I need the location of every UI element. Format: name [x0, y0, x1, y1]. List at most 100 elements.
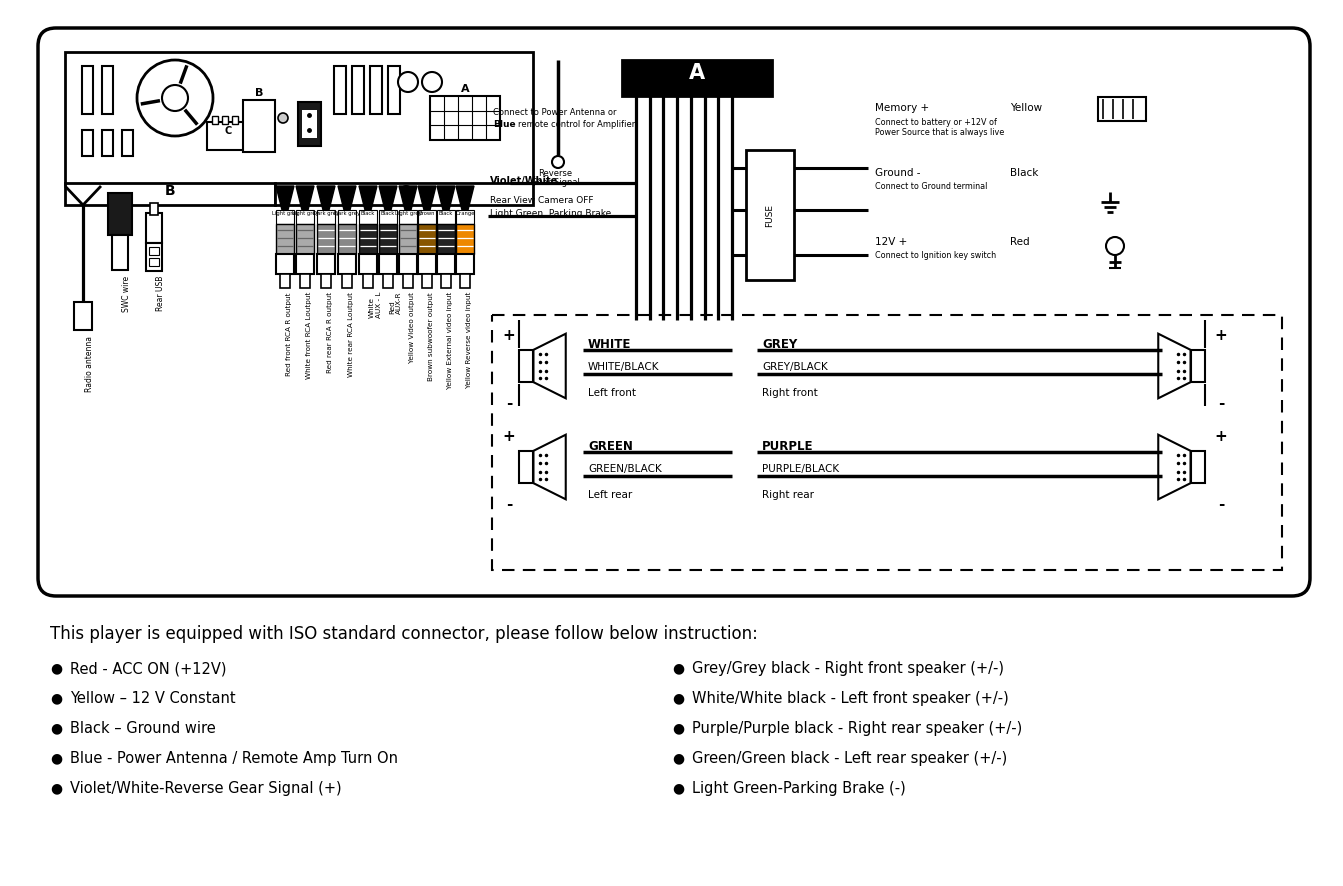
Bar: [149, 258, 158, 266]
Bar: [388, 66, 400, 114]
Text: +: +: [502, 328, 516, 343]
Bar: [436, 210, 455, 224]
Bar: [64, 183, 275, 205]
Text: C: C: [224, 126, 231, 136]
Text: Yellow – 12 V Constant: Yellow – 12 V Constant: [70, 691, 235, 706]
Polygon shape: [295, 186, 314, 210]
Bar: [146, 243, 163, 271]
Text: GREY/BLACK: GREY/BLACK: [761, 362, 827, 372]
Text: Black: Black: [361, 211, 375, 216]
Bar: [441, 274, 451, 288]
Bar: [359, 224, 377, 254]
Text: ●: ●: [672, 691, 684, 705]
Bar: [399, 254, 416, 274]
Bar: [275, 183, 533, 205]
Text: ●: ●: [672, 661, 684, 675]
Bar: [64, 52, 533, 184]
Text: This player is equipped with ISO standard connector, please follow below instruc: This player is equipped with ISO standar…: [50, 625, 757, 643]
Text: -: -: [506, 497, 512, 512]
Text: Brown subwoofer output: Brown subwoofer output: [428, 292, 434, 381]
Text: Dark grey: Dark grey: [334, 211, 360, 216]
Text: Brown: Brown: [419, 211, 435, 216]
Text: Right rear: Right rear: [761, 490, 814, 500]
Text: FUSE: FUSE: [766, 204, 775, 227]
Text: Gear Signal: Gear Signal: [530, 178, 579, 187]
Bar: [1099, 97, 1146, 121]
Bar: [359, 254, 377, 274]
Text: Yellow Reverse video input: Yellow Reverse video input: [466, 292, 471, 388]
Text: Black – Ground wire: Black – Ground wire: [70, 721, 216, 736]
Bar: [111, 235, 128, 270]
Text: Red
AUX-R: Red AUX-R: [389, 292, 402, 315]
Bar: [363, 274, 373, 288]
Bar: [317, 224, 334, 254]
Text: Violet/White: Violet/White: [490, 176, 559, 186]
Bar: [352, 66, 364, 114]
Text: ●: ●: [672, 721, 684, 735]
FancyBboxPatch shape: [38, 28, 1309, 596]
Text: PURPLE/BLACK: PURPLE/BLACK: [761, 464, 839, 474]
Bar: [422, 274, 432, 288]
Circle shape: [1107, 237, 1124, 255]
Bar: [338, 254, 356, 274]
Text: B: B: [165, 184, 176, 198]
Text: Green/Green black - Left rear speaker (+/-): Green/Green black - Left rear speaker (+…: [692, 751, 1007, 766]
Text: GREEN: GREEN: [588, 440, 633, 453]
Bar: [295, 210, 314, 224]
Circle shape: [422, 72, 442, 92]
Bar: [457, 254, 474, 274]
Bar: [222, 116, 228, 124]
Text: Black: Black: [1010, 168, 1038, 178]
Text: GREEN/BLACK: GREEN/BLACK: [588, 464, 662, 474]
Text: Rear View Camera OFF: Rear View Camera OFF: [490, 196, 594, 205]
Text: WHITE: WHITE: [588, 338, 631, 351]
Bar: [436, 224, 455, 254]
Bar: [295, 224, 314, 254]
Polygon shape: [418, 186, 436, 210]
Text: Light Green  Parking Brake: Light Green Parking Brake: [490, 209, 611, 218]
Bar: [212, 116, 218, 124]
Bar: [436, 254, 455, 274]
Bar: [74, 302, 93, 330]
Text: Black: Black: [439, 211, 453, 216]
Bar: [359, 210, 377, 224]
Bar: [430, 96, 500, 140]
Text: Connect to Ground terminal: Connect to Ground terminal: [876, 182, 987, 191]
Bar: [418, 224, 436, 254]
Text: A: A: [689, 63, 705, 83]
Text: Violet/White-Reverse Gear Signal (+): Violet/White-Reverse Gear Signal (+): [70, 781, 341, 796]
Bar: [279, 274, 290, 288]
Bar: [302, 110, 317, 138]
Bar: [338, 210, 356, 224]
Text: Blue - Power Antenna / Remote Amp Turn On: Blue - Power Antenna / Remote Amp Turn O…: [70, 751, 398, 766]
Text: ●: ●: [50, 751, 62, 765]
Bar: [295, 254, 314, 274]
Polygon shape: [359, 186, 377, 210]
Bar: [207, 122, 248, 150]
Bar: [277, 254, 294, 274]
Text: White
AUX - L: White AUX - L: [369, 292, 381, 318]
Text: -: -: [1218, 396, 1225, 411]
Bar: [317, 254, 334, 274]
Circle shape: [398, 72, 418, 92]
Text: White front RCA Loutput: White front RCA Loutput: [306, 292, 312, 379]
Text: Connect to Ignition key switch: Connect to Ignition key switch: [876, 251, 997, 260]
Text: WHITE/BLACK: WHITE/BLACK: [588, 362, 659, 372]
Text: Power Source that is always live: Power Source that is always live: [876, 128, 1005, 137]
Text: +: +: [1214, 328, 1228, 343]
Bar: [518, 350, 533, 382]
Text: ●: ●: [50, 721, 62, 735]
Bar: [277, 210, 294, 224]
Bar: [379, 224, 398, 254]
Text: C: C: [399, 184, 410, 198]
Text: ●: ●: [50, 661, 62, 675]
Bar: [418, 254, 436, 274]
Text: Light grey: Light grey: [291, 211, 318, 216]
Bar: [298, 102, 321, 146]
Text: Light grey: Light grey: [271, 211, 298, 216]
Text: Grey/Grey black - Right front speaker (+/-): Grey/Grey black - Right front speaker (+…: [692, 661, 1005, 676]
Polygon shape: [277, 186, 294, 210]
Bar: [383, 274, 393, 288]
Bar: [321, 274, 330, 288]
Text: Yellow External video input: Yellow External video input: [447, 292, 453, 389]
